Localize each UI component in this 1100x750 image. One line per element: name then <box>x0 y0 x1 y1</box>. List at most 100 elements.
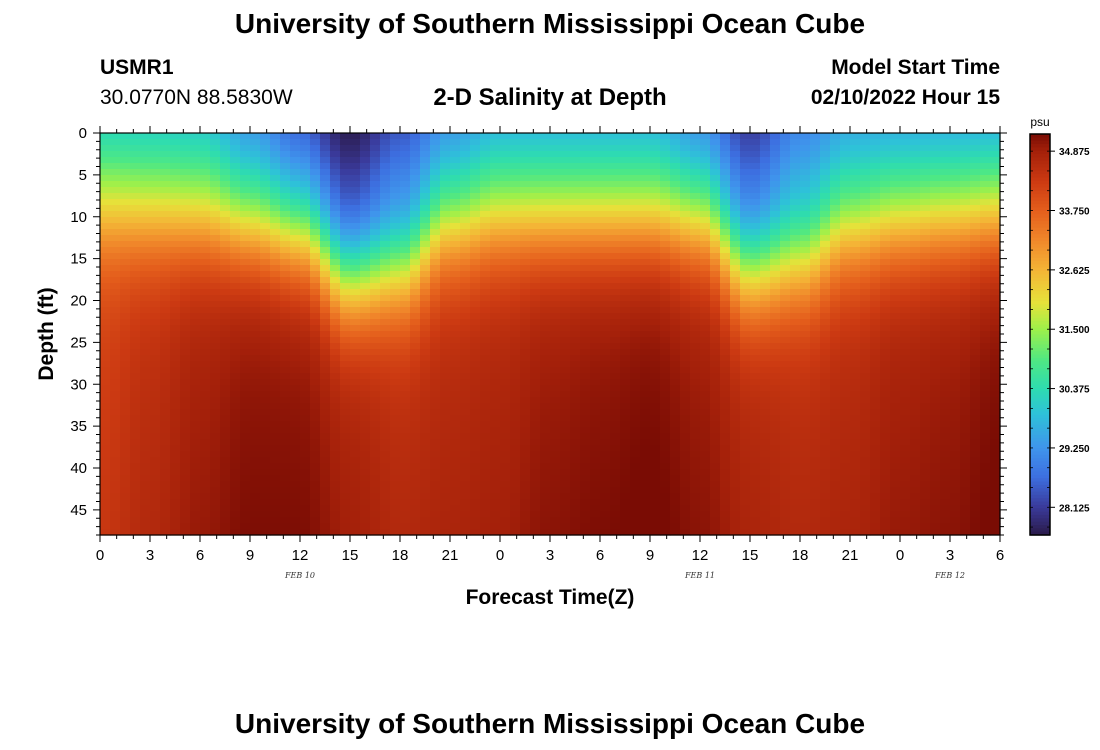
heatmap-cell <box>250 295 261 302</box>
heatmap-cell <box>370 157 381 164</box>
heatmap-cell <box>990 457 1001 464</box>
heatmap-cell <box>610 325 621 332</box>
heatmap-cell <box>510 439 521 446</box>
heatmap-cell <box>960 241 971 248</box>
heatmap-cell <box>190 217 201 224</box>
heatmap-cell <box>390 307 401 314</box>
heatmap-cell <box>820 199 831 206</box>
heatmap-cell <box>650 415 661 422</box>
heatmap-cell <box>350 223 361 230</box>
heatmap-cell <box>150 331 161 338</box>
heatmap-cell <box>980 403 991 410</box>
heatmap-cell <box>530 343 541 350</box>
heatmap-cell <box>870 355 881 362</box>
heatmap-cell <box>420 421 431 428</box>
heatmap-cell <box>790 277 801 284</box>
heatmap-cell <box>900 211 911 218</box>
heatmap-cell <box>980 301 991 308</box>
heatmap-cell <box>340 181 351 188</box>
heatmap-cell <box>130 445 141 452</box>
heatmap-cell <box>890 433 901 440</box>
heatmap-cell <box>160 397 171 404</box>
heatmap-cell <box>580 199 591 206</box>
heatmap-cell <box>140 223 151 230</box>
heatmap-cell <box>490 163 501 170</box>
heatmap-cell <box>380 181 391 188</box>
heatmap-cell <box>670 385 681 392</box>
heatmap-cell <box>330 199 341 206</box>
heatmap-cell <box>680 343 691 350</box>
heatmap-cell <box>460 367 471 374</box>
heatmap-cell <box>830 157 841 164</box>
heatmap-cell <box>190 265 201 272</box>
heatmap-cell <box>330 307 341 314</box>
heatmap-cell <box>340 271 351 278</box>
heatmap-cell <box>830 343 841 350</box>
heatmap-cell <box>670 451 681 458</box>
heatmap-cell <box>370 421 381 428</box>
heatmap-cell <box>930 163 941 170</box>
heatmap-cell <box>110 301 121 308</box>
heatmap-cell <box>240 133 251 140</box>
heatmap-cell <box>780 385 791 392</box>
heatmap-cell <box>740 187 751 194</box>
heatmap-cell <box>400 229 411 236</box>
heatmap-cell <box>710 331 721 338</box>
heatmap-cell <box>760 151 771 158</box>
heatmap-cell <box>530 301 541 308</box>
heatmap-cell <box>150 415 161 422</box>
heatmap-cell <box>200 289 211 296</box>
heatmap-cell <box>460 415 471 422</box>
heatmap-cell <box>580 451 591 458</box>
heatmap-cell <box>220 445 231 452</box>
heatmap-cell <box>800 379 811 386</box>
heatmap-cell <box>140 379 151 386</box>
heatmap-cell <box>520 307 531 314</box>
heatmap-cell <box>830 307 841 314</box>
heatmap-cell <box>780 235 791 242</box>
heatmap-cell <box>670 289 681 296</box>
heatmap-cell <box>270 139 281 146</box>
heatmap-cell <box>230 247 241 254</box>
heatmap-cell <box>240 397 251 404</box>
heatmap-cell <box>600 427 611 434</box>
heatmap-cell <box>360 169 371 176</box>
heatmap-cell <box>290 139 301 146</box>
heatmap-cell <box>620 271 631 278</box>
heatmap-cell <box>910 367 921 374</box>
heatmap-cell <box>370 463 381 470</box>
heatmap-cell <box>790 421 801 428</box>
heatmap-cell <box>120 319 131 326</box>
heatmap-cell <box>760 409 771 416</box>
heatmap-cell <box>340 391 351 398</box>
heatmap-cell <box>180 163 191 170</box>
heatmap-cell <box>780 421 791 428</box>
heatmap-cell <box>590 445 601 452</box>
heatmap-cell <box>750 277 761 284</box>
heatmap-cell <box>510 301 521 308</box>
heatmap-cell <box>940 265 951 272</box>
heatmap-cell <box>260 379 271 386</box>
heatmap-cell <box>190 403 201 410</box>
heatmap-cell <box>140 181 151 188</box>
heatmap-cell <box>420 313 431 320</box>
heatmap-cell <box>190 211 201 218</box>
heatmap-cell <box>750 349 761 356</box>
heatmap-cell <box>650 307 661 314</box>
heatmap-cell <box>870 331 881 338</box>
heatmap-cell <box>340 169 351 176</box>
heatmap-cell <box>940 379 951 386</box>
heatmap-cell <box>820 331 831 338</box>
heatmap-cell <box>690 247 701 254</box>
heatmap-cell <box>930 133 941 140</box>
heatmap-cell <box>760 211 771 218</box>
heatmap-cell <box>760 307 771 314</box>
heatmap-cell <box>210 343 221 350</box>
heatmap-cell <box>470 379 481 386</box>
heatmap-cell <box>130 313 141 320</box>
heatmap-cell <box>800 271 811 278</box>
heatmap-cell <box>390 457 401 464</box>
heatmap-cell <box>290 349 301 356</box>
heatmap-cell <box>170 439 181 446</box>
heatmap-cell <box>520 451 531 458</box>
